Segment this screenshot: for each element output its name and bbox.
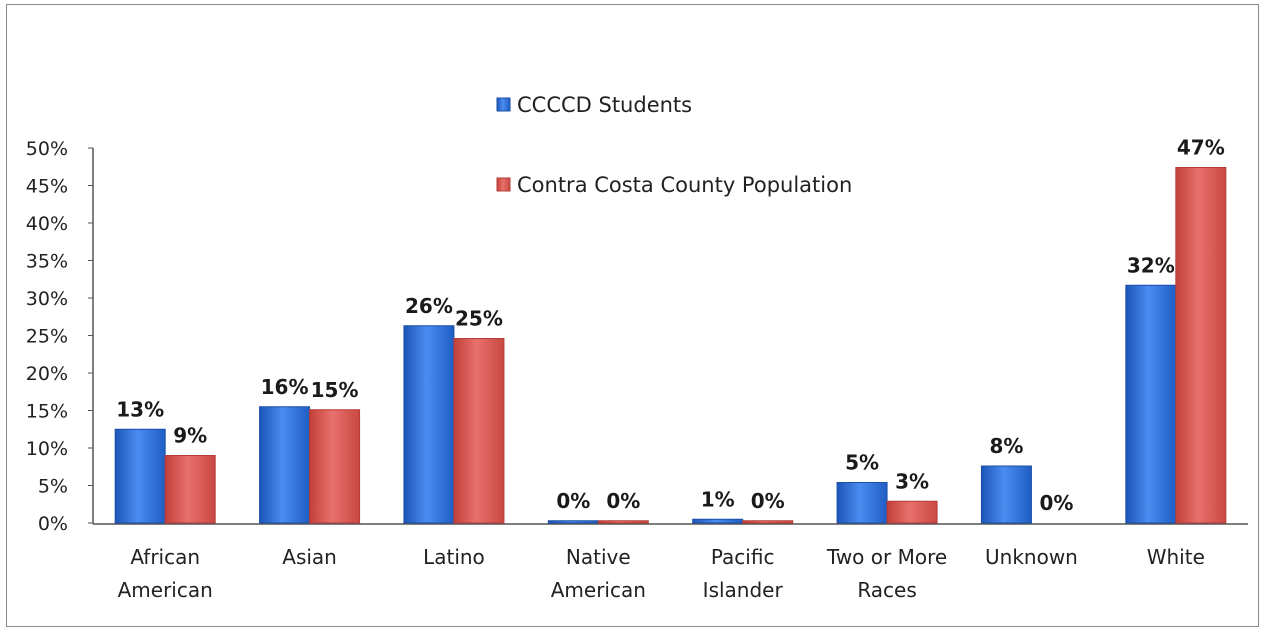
- category-label: Pacific: [711, 545, 775, 569]
- data-label: 0%: [556, 489, 590, 513]
- category-label: American: [551, 578, 646, 602]
- legend-swatch-ccccd-students: [496, 97, 511, 112]
- category-label: Native: [566, 545, 631, 569]
- bar-ccccd-students: [403, 325, 455, 524]
- data-label: 0%: [606, 489, 640, 513]
- data-label: 3%: [895, 469, 929, 493]
- y-tick-label: 20%: [26, 363, 68, 385]
- bar-county-population: [742, 520, 794, 524]
- y-tick-label: 15%: [26, 401, 68, 423]
- bar-ccccd-students: [1125, 284, 1177, 524]
- bars: [114, 167, 1227, 524]
- category-label: African: [130, 545, 200, 569]
- data-label: 0%: [1039, 491, 1073, 515]
- y-tick-label: 50%: [26, 138, 68, 160]
- bar-ccccd-students: [114, 428, 166, 524]
- data-label: 16%: [261, 375, 309, 399]
- y-tick-label: 40%: [26, 213, 68, 235]
- bar-ccccd-students: [692, 518, 744, 524]
- category-label: Latino: [423, 545, 485, 569]
- data-labels: 13% 9% 16% 15% 26%25% 0% 0% 1% 0% 5% 3% 8% 0% 32% 47%: [116, 136, 1225, 516]
- data-label: 15%: [311, 378, 359, 402]
- category-label: Asian: [282, 545, 337, 569]
- y-tick-label: 25%: [26, 326, 68, 348]
- data-label: 5%: [845, 451, 879, 475]
- legend-swatch-county-population: [496, 177, 511, 192]
- category-label: Races: [857, 578, 916, 602]
- legend: CCCCD Students Contra Costa County Popula…: [496, 93, 852, 197]
- y-tick-label: 30%: [26, 288, 68, 310]
- y-tick-label: 45%: [26, 176, 68, 198]
- bar-ccccd-students: [259, 406, 311, 524]
- category-label: White: [1147, 545, 1205, 569]
- y-tick-label: 0%: [38, 513, 68, 535]
- data-label: 32%: [1127, 253, 1175, 277]
- data-label: 0%: [751, 489, 785, 513]
- y-tick-label: 5%: [38, 476, 68, 498]
- data-label: 25%: [455, 307, 503, 331]
- data-label: 26%: [405, 294, 453, 318]
- bar-ccccd-students: [980, 465, 1032, 524]
- bar-county-population: [309, 409, 361, 524]
- data-label: 13%: [116, 397, 164, 421]
- data-label: 1%: [701, 487, 735, 511]
- data-label: 47%: [1177, 136, 1225, 160]
- category-label: Unknown: [985, 545, 1078, 569]
- bar-county-population: [1175, 167, 1227, 524]
- legend-label: Contra Costa County Population: [517, 173, 852, 197]
- bar-county-population: [597, 520, 649, 524]
- category-labels: African American Asian Latino Native American…: [118, 545, 1205, 602]
- legend-label: CCCCD Students: [517, 93, 692, 117]
- bar-county-population: [453, 338, 505, 524]
- bar-ccccd-students: [547, 520, 599, 524]
- data-label: 9%: [173, 424, 207, 448]
- bar-ccccd-students: [836, 482, 888, 524]
- category-label: Two or More: [826, 545, 947, 569]
- axes: 0% 5% 10% 15% 20% 25% 30% 35% 40% 45% 50%: [26, 138, 1248, 535]
- bar-county-population: [886, 500, 938, 524]
- data-label: 8%: [989, 434, 1023, 458]
- bar-county-population: [164, 455, 216, 524]
- y-tick-label: 35%: [26, 251, 68, 273]
- y-tick-label: 10%: [26, 438, 68, 460]
- category-label: Islander: [703, 578, 784, 602]
- category-label: American: [118, 578, 213, 602]
